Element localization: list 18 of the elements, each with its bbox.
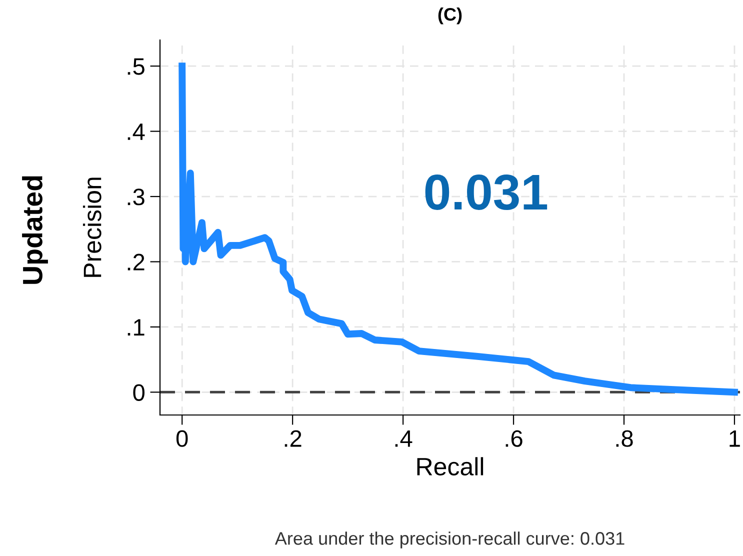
x-tick-label: 0 <box>176 430 188 447</box>
x-tick-label: .8 <box>616 430 633 447</box>
x-tick-label: .2 <box>284 430 302 447</box>
chart-title: (C) <box>438 7 462 24</box>
y-axis-title: Precision <box>82 178 102 277</box>
x-tick-label: .6 <box>506 430 522 447</box>
text: Area under the precision-recall curve: 0.031 <box>274 532 624 548</box>
x-tick-label: .4 <box>395 430 412 447</box>
x-tick-label: 1 <box>730 430 740 447</box>
x-axis-title: Recall <box>417 457 484 476</box>
y-tick-label: .2 <box>128 254 144 270</box>
text: Updated <box>22 176 48 284</box>
annotation: 0.031 <box>425 174 548 210</box>
y-tick-label: .4 <box>128 124 145 140</box>
y-tick-label: 0 <box>133 384 144 401</box>
y-tick-label: .3 <box>128 188 144 206</box>
y-tick-label: .1 <box>128 319 144 336</box>
y-tick-label: .5 <box>128 58 144 75</box>
